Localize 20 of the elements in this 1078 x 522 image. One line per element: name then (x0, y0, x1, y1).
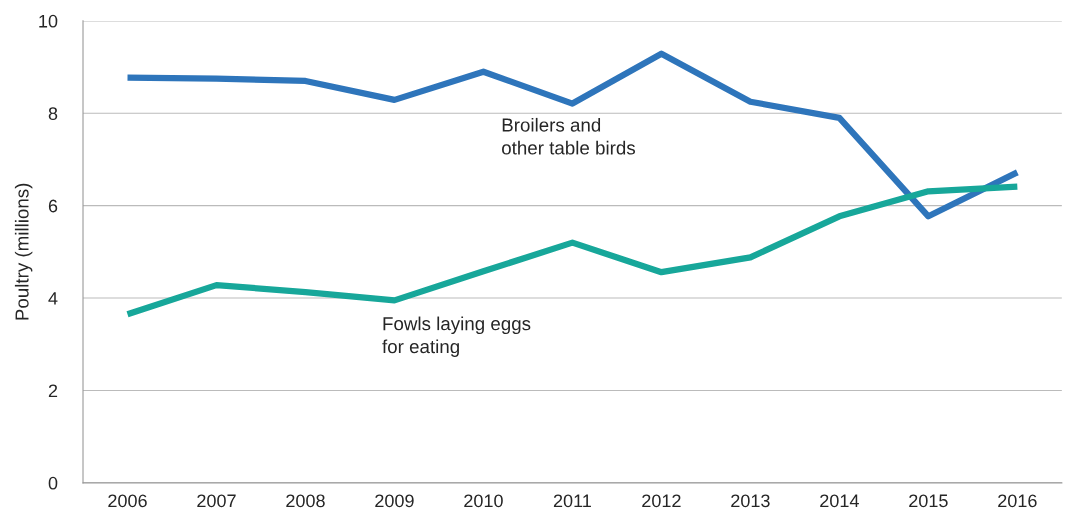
x-tick-label: 2011 (553, 494, 591, 508)
x-tick-label: 2014 (820, 494, 859, 508)
y-tick-label: 0 (48, 476, 58, 490)
x-tick-label: 2006 (108, 494, 147, 508)
series-label: Fowls laying eggs for eating (382, 316, 531, 357)
x-tick-label: 2016 (998, 494, 1037, 508)
y-tick-label: 4 (48, 292, 58, 305)
x-tick-label: 2007 (197, 494, 236, 508)
y-tick-label: 10 (39, 14, 58, 28)
y-tick-label: 6 (48, 199, 58, 213)
x-tick-label: 2013 (731, 494, 770, 508)
x-tick-label: 2015 (909, 494, 948, 508)
x-tick-label: 2012 (642, 494, 681, 508)
series-label: Broilers and other table birds (502, 117, 636, 155)
y-tick-label: 8 (48, 107, 58, 120)
x-tick-label: 2009 (375, 494, 414, 508)
x-tick-label: 2008 (286, 494, 325, 508)
y-tick-label: 2 (48, 384, 58, 397)
x-tick-label: 2010 (464, 494, 503, 508)
y-axis-title: Poultry (millions) (14, 183, 33, 320)
